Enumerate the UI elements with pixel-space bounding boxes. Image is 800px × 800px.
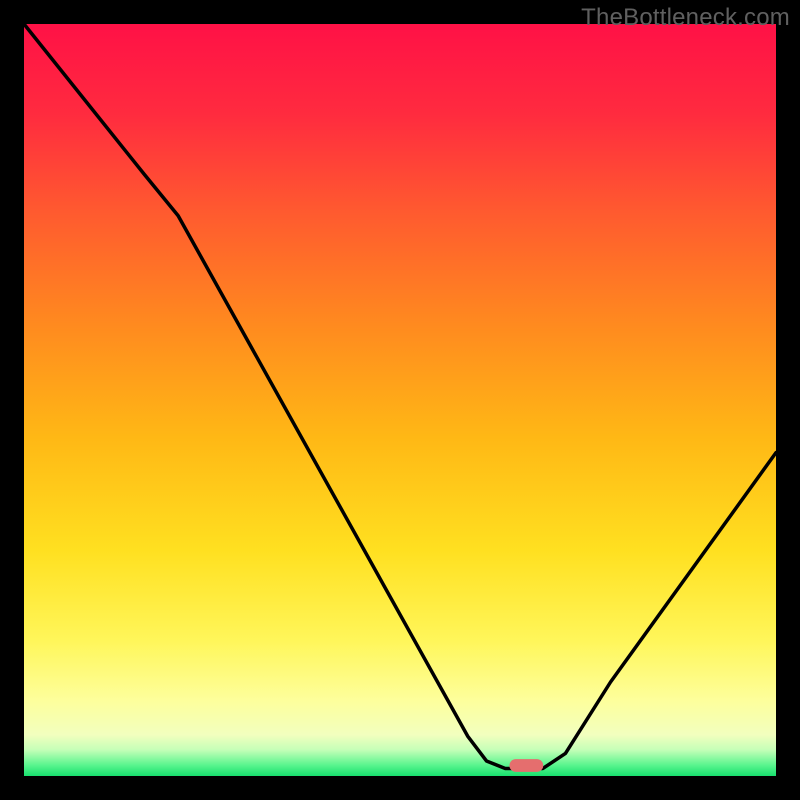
chart-frame: TheBottleneck.com — [0, 0, 800, 800]
watermark-text: TheBottleneck.com — [581, 4, 790, 32]
plot-background — [24, 24, 776, 776]
optimal-marker — [509, 759, 543, 772]
bottleneck-curve-chart — [0, 0, 800, 800]
